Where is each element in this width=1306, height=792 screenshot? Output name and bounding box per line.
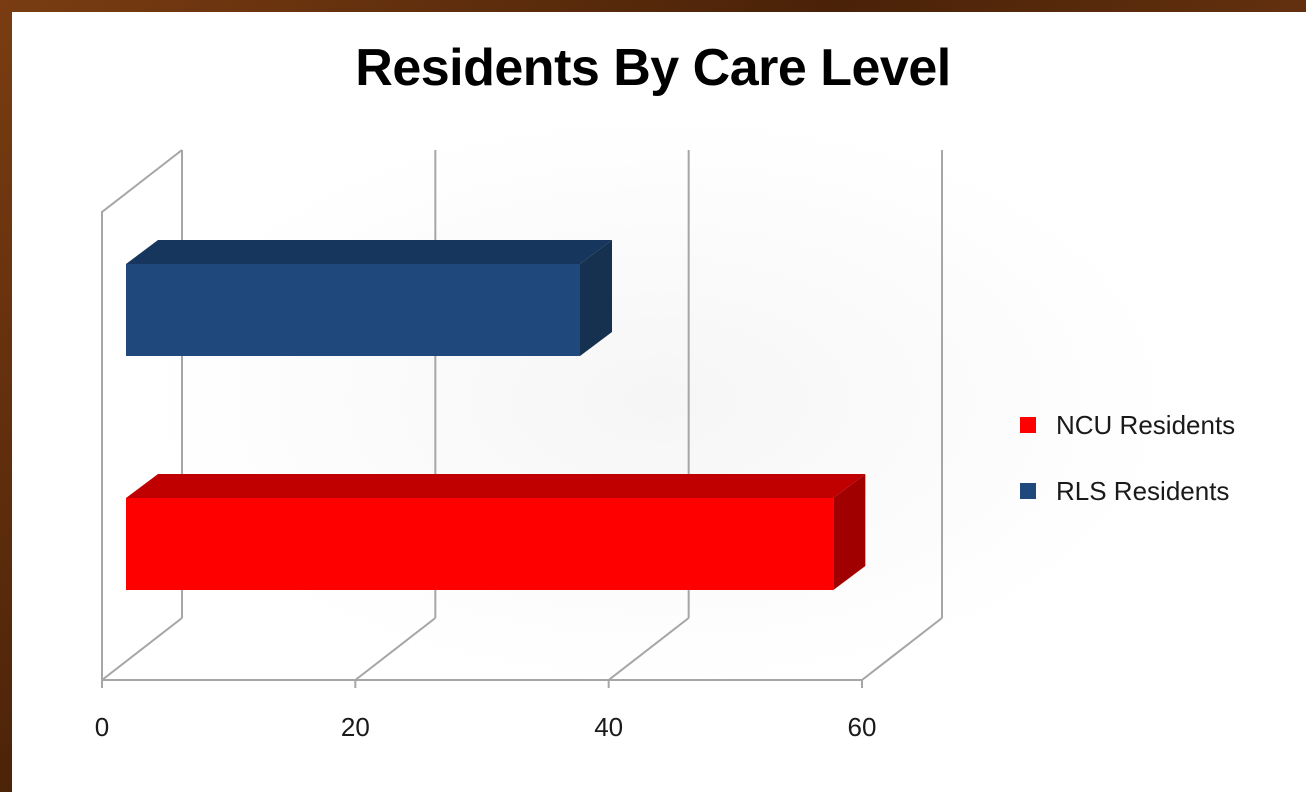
chart-background <box>140 110 1180 690</box>
bar-side-face <box>833 474 866 590</box>
tick-label-40: 40 <box>594 712 623 742</box>
floor-line-20 <box>354 617 436 681</box>
legend-swatch-ncu <box>1020 417 1036 433</box>
legend-item-ncu: NCU Residents <box>1020 406 1235 444</box>
bar-rls-residents <box>126 240 612 356</box>
bar-front-face <box>126 264 580 356</box>
floor-line-40 <box>608 617 690 681</box>
legend-label-ncu: NCU Residents <box>1056 409 1236 440</box>
legend-label-rls: RLS Residents <box>1056 475 1230 506</box>
floor-line-60 <box>861 617 943 681</box>
floor-line-0 <box>101 617 183 681</box>
bar-top-face <box>126 474 866 498</box>
bar-top-face <box>126 240 612 264</box>
tick-label-0: 0 <box>95 712 109 742</box>
tick-label-20: 20 <box>341 712 370 742</box>
bar-side-face <box>580 240 612 356</box>
legend-swatch-rls <box>1020 483 1036 499</box>
left-wall-line <box>101 149 183 680</box>
legend-item-rls: RLS Residents <box>1020 472 1235 510</box>
bar-ncu-residents <box>126 474 866 590</box>
tick-label-60: 60 <box>848 712 877 742</box>
chart-legend: NCU Residents RLS Residents <box>1020 406 1235 538</box>
bar-front-face <box>126 498 834 590</box>
chart-title: Residents By Care Level <box>355 39 951 97</box>
